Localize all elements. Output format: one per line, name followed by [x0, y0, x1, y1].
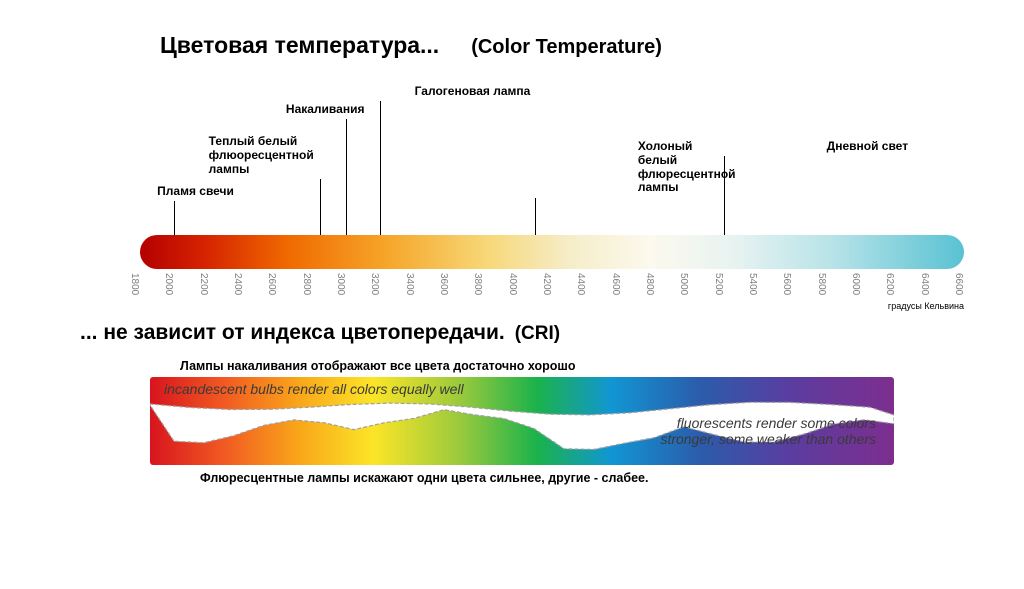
kelvin-note: градусы Кельвина: [888, 301, 964, 311]
tick-label: 6200: [884, 273, 895, 295]
tick-label: 6000: [850, 273, 861, 295]
tick-label: 5800: [816, 273, 827, 295]
cri-bottom-label: Флюресцентные лампы искажают одни цвета …: [200, 471, 964, 485]
annotation-halogen: Галогеновая лампа: [415, 85, 531, 99]
title-main: Цветовая температура...: [160, 32, 439, 59]
cri-box: incandescent bulbs render all colors equ…: [150, 377, 894, 465]
tick-label: 3000: [335, 273, 346, 295]
tick-label: 5600: [781, 273, 792, 295]
temperature-ticks: 1800200022002400260028003000320034003600…: [140, 273, 964, 313]
annotation-cool-fluor: Холоный белый флюресцентной лампы: [638, 140, 736, 195]
annotation-incand: Накаливания: [286, 103, 365, 117]
annotation-daylight: Дневной свет: [827, 140, 908, 154]
title-sub: (Color Temperature): [471, 36, 662, 59]
tick-label: 4800: [644, 273, 655, 295]
tick-label: 4000: [507, 273, 518, 295]
cri-inner-bottom-text: fluorescents render some colors stronger…: [660, 415, 876, 447]
cri-chart: Лампы накаливания отображают все цвета д…: [60, 359, 964, 485]
tick-label: 3600: [438, 273, 449, 295]
tick-label: 1800: [129, 273, 140, 295]
tick-label: 4600: [610, 273, 621, 295]
leader-incand: [346, 119, 347, 252]
temperature-bar-wrap: [140, 235, 964, 269]
cri-title-main: ... не зависит от индекса цветопередачи.: [80, 321, 505, 345]
tick-label: 4400: [575, 273, 586, 295]
tick-label: 5200: [713, 273, 724, 295]
tick-label: 3400: [404, 273, 415, 295]
cri-top-label: Лампы накаливания отображают все цвета д…: [180, 359, 964, 373]
temperature-chart: Пламя свечи Теплый белый флюоресцентной л…: [60, 65, 964, 295]
tick-label: 2400: [232, 273, 243, 295]
tick-label: 5400: [747, 273, 758, 295]
cri-title-row: ... не зависит от индекса цветопередачи.…: [80, 321, 964, 345]
annotation-warm-fluor: Теплый белый флюоресцентной лампы: [209, 135, 314, 176]
tick-label: 6400: [919, 273, 930, 295]
tick-label: 5000: [678, 273, 689, 295]
tick-label: 4200: [541, 273, 552, 295]
tick-label: 2200: [198, 273, 209, 295]
cri-title-sub: (CRI): [515, 323, 560, 345]
tick-label: 3200: [369, 273, 380, 295]
leader-halogen: [380, 101, 381, 252]
tick-label: 3800: [472, 273, 483, 295]
temperature-bar: [140, 235, 964, 269]
tick-label: 2000: [163, 273, 174, 295]
cri-inner-top-text: incandescent bulbs render all colors equ…: [164, 381, 464, 397]
annotation-candle: Пламя свечи: [157, 185, 234, 199]
tick-label: 2800: [301, 273, 312, 295]
title-row: Цветовая температура... (Color Temperatu…: [160, 32, 964, 59]
tick-label: 2600: [266, 273, 277, 295]
tick-label: 6600: [953, 273, 964, 295]
